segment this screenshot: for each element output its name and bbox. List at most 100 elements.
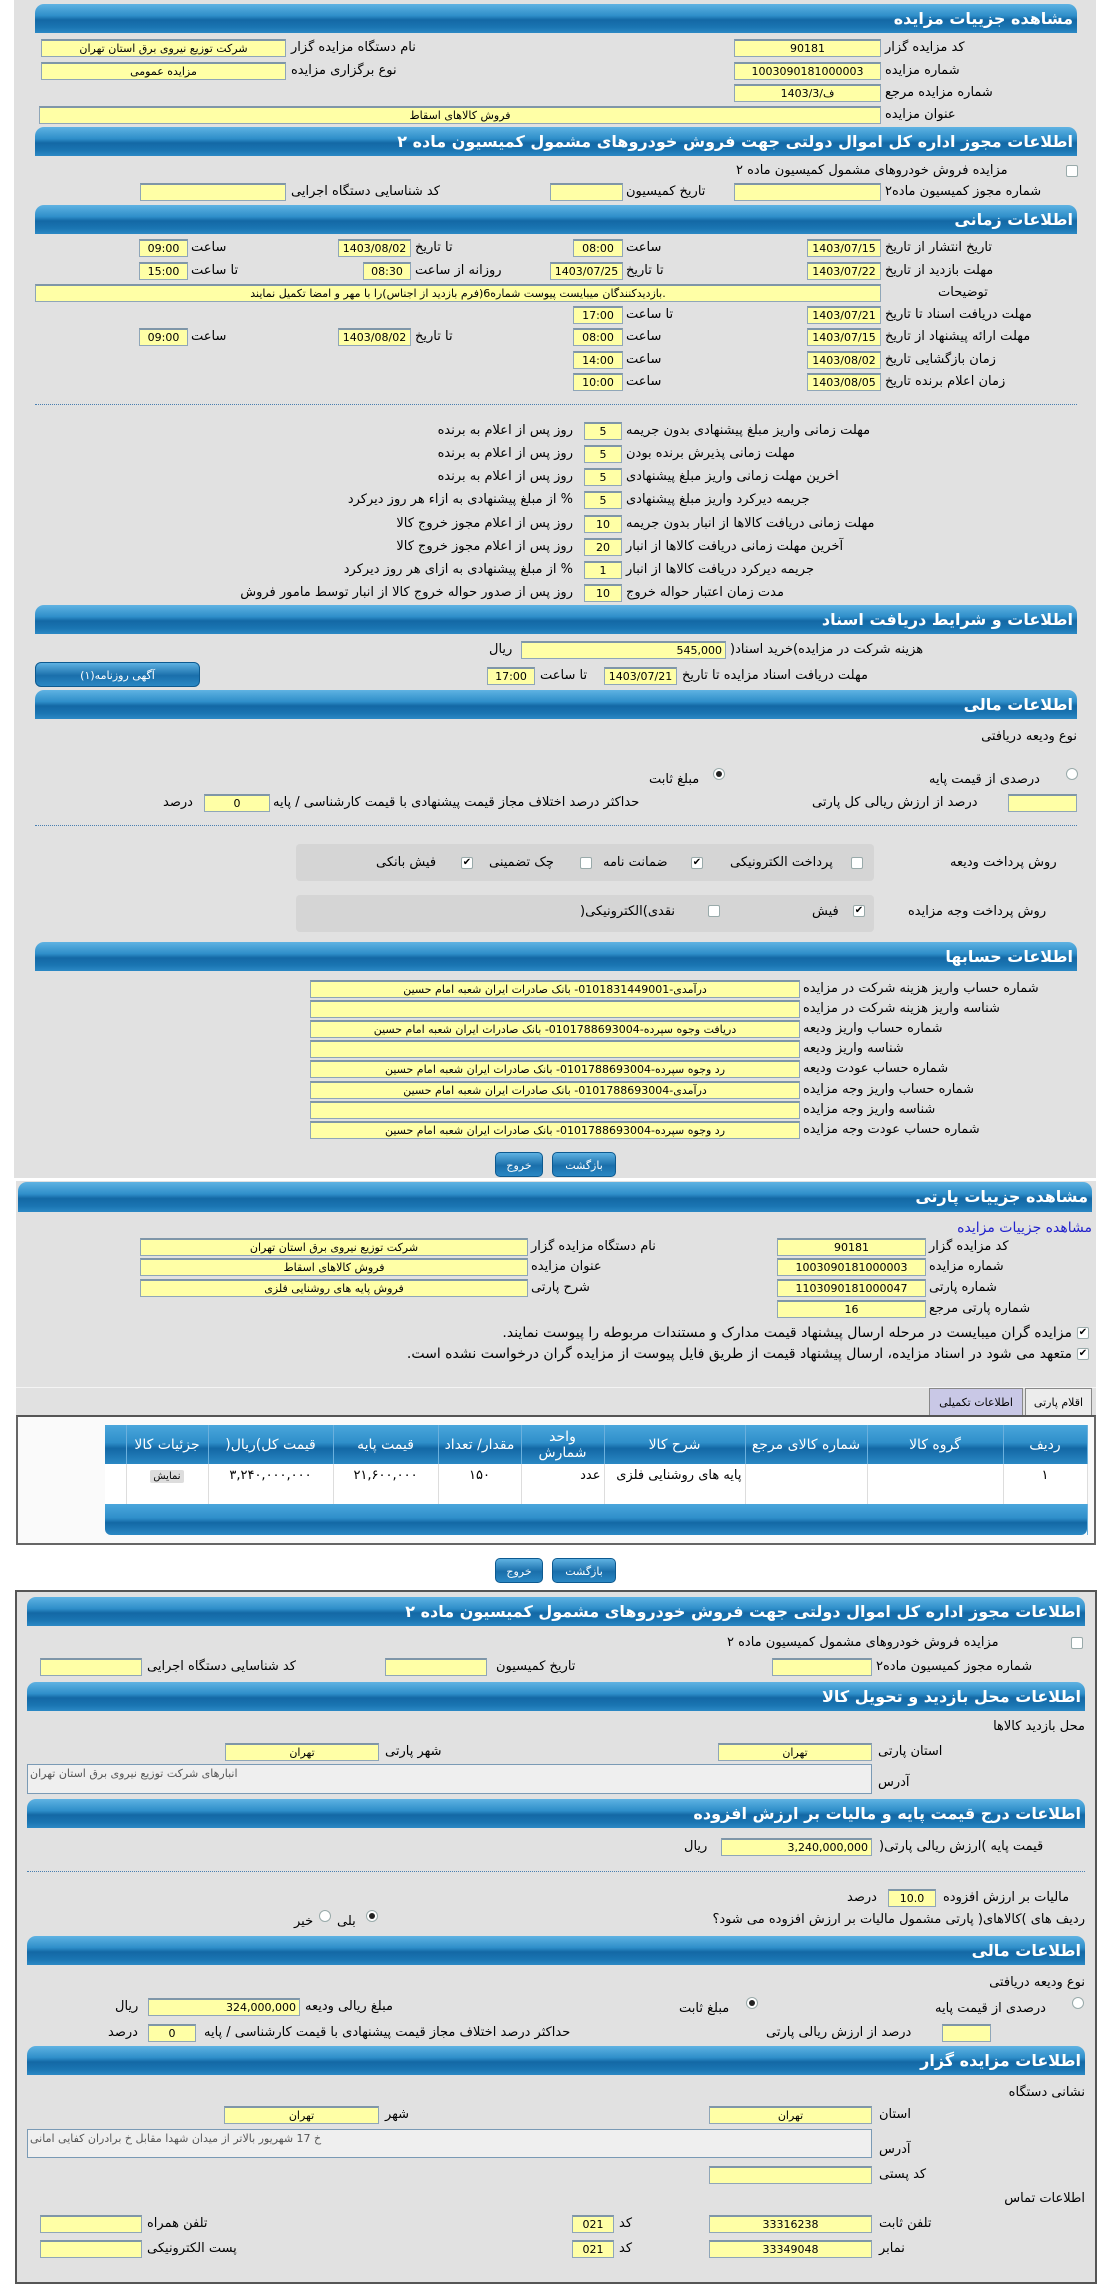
commission2-checkbox-label: مزایده فروش خودروهای مشمول کمیسیون ماده … — [727, 1635, 999, 1650]
party-auction-code: 90181 — [777, 1238, 926, 1256]
col-base: قیمت پایه — [333, 1425, 439, 1464]
docs-time-label: تا ساعت — [626, 307, 674, 322]
deposit-fixed-radio[interactable] — [713, 768, 725, 780]
org-province-field: تهران — [709, 2106, 872, 2124]
auction-details-link[interactable]: مشاهده جزییات مزایده — [957, 1220, 1092, 1236]
organizer-header: اطلاعات مزایده گزار — [27, 2046, 1085, 2075]
party-auction-code-label: کد مزایده گزار — [929, 1239, 1009, 1254]
commission-header: اطلاعات مجوز اداره کل اموال دولتی جهت فر… — [35, 127, 1077, 156]
fax-field: 33349048 — [709, 2240, 872, 2258]
tab-party-items[interactable]: اقلام پارتی — [1025, 1388, 1092, 1415]
divider — [27, 1871, 1085, 1872]
account-field: رد وجوه سپرده-0101788693004- بانک صادرات… — [310, 1060, 800, 1078]
no-file-offer-text: متعهد می شود در اسناد مزایده، ارسال پیشن… — [406, 1346, 1072, 1362]
newspaper-ad-button[interactable]: آگهی روزنامه(۱) — [35, 662, 200, 687]
commission-checkbox[interactable] — [1066, 165, 1078, 177]
attach-docs-text: مزایده گران میبایست در مرحله ارسال پیشنه… — [502, 1325, 1072, 1341]
winner-time-label: ساعت — [626, 374, 662, 389]
tab-extra-info[interactable]: اطلاعات تکمیلی — [929, 1388, 1023, 1415]
show-details-button[interactable]: نمایش — [150, 1470, 184, 1483]
deposit-percent-text: درصد از ارزش ریالی کل پارتی — [812, 795, 978, 810]
vat-question: ردیف های )کالاهای( پارتی مشمول مالیات بر… — [712, 1912, 1085, 1927]
auction-number-label: شماره مزایده — [885, 63, 960, 78]
attach-docs-checkbox[interactable]: ✔ — [1077, 1327, 1089, 1339]
commission-date-label: تاریخ کمیسیون — [626, 184, 706, 199]
payment-method-checkbox[interactable]: ✔ — [853, 905, 865, 917]
vat-no-label: خیر — [294, 1914, 314, 1929]
visit-to: 1403/07/25 — [550, 262, 623, 280]
publish-to-time-label: ساعت — [191, 240, 227, 255]
deposit2-fixed-radio[interactable] — [746, 1997, 758, 2009]
deposit-method-checkbox[interactable] — [580, 857, 592, 869]
docs-deadline-date: 1403/07/21 — [807, 306, 881, 324]
exit-button[interactable]: خروج — [495, 1152, 543, 1177]
deposit-method-checkbox[interactable] — [851, 857, 863, 869]
party-address-field[interactable]: انبارهای شرکت توزیع نیروی برق استان تهرا… — [27, 1764, 872, 1794]
contact-title: اطلاعات تماس — [1004, 2191, 1085, 2206]
postal-label: کد پستی — [879, 2167, 927, 2182]
vat-no-radio[interactable] — [319, 1910, 331, 1922]
commission2-date-field — [385, 1658, 487, 1676]
commission-checkbox-label: مزایده فروش خودروهای مشمول کمیسیون ماده … — [736, 163, 1008, 178]
docs-deadline2-time-label: تا ساعت — [540, 668, 588, 683]
penalty-label: مهلت زمانی واریز مبلغ پیشنهادی بدون جریم… — [626, 423, 871, 438]
table-row: ۱ پایه های روشنایی فلزی عدد ۱۵۰ ۲۱,۶۰۰,۰… — [105, 1464, 1088, 1504]
commission2-checkbox[interactable] — [1071, 1637, 1083, 1649]
back-button[interactable]: بازگشت — [552, 1558, 616, 1583]
visit-to-label: تا تاریخ — [626, 263, 664, 278]
divider — [35, 404, 1077, 405]
phone-label: تلفن ثابت — [879, 2216, 932, 2231]
penalty-value: 5 — [584, 445, 622, 463]
col-unit: واحد شمارش — [521, 1425, 605, 1464]
opening-time-label: ساعت — [626, 352, 662, 367]
auction-header: مشاهده جزییات مزایده — [35, 4, 1077, 33]
email-field — [40, 2240, 142, 2258]
publish-label: تاریخ انتشار از تاریخ — [885, 240, 993, 255]
deposit-method-checkbox[interactable]: ✔ — [461, 857, 473, 869]
penalty-label: جریمه دیرکرد دریافت کالاها از انبار — [626, 562, 814, 577]
publish-time-label: ساعت — [626, 240, 662, 255]
party-desc: فروش پایه های روشنایی فلزی — [140, 1279, 528, 1297]
deposit-amount-label: مبلغ ریالی ودیعه — [305, 1999, 393, 2014]
exec-code-field — [140, 183, 286, 201]
cell-base: ۲۱,۶۰۰,۰۰۰ — [333, 1464, 439, 1504]
party-desc-label: شرح پارتی — [531, 1280, 590, 1295]
commission2-header: اطلاعات مجوز اداره کل اموال دولتی جهت فر… — [27, 1597, 1085, 1626]
deposit2-percent-radio[interactable] — [1072, 1997, 1084, 2009]
visit-from: 1403/07/22 — [807, 262, 881, 280]
penalty-suffix: % از مبلغ پیشنهادی به ازای هر روز دیرکرد — [343, 562, 573, 577]
visit-place-title: محل بازدید کالاها — [993, 1719, 1085, 1734]
fee-currency: ریال — [489, 642, 513, 657]
cell-empty — [105, 1464, 127, 1504]
offer-to: 1403/08/02 — [338, 328, 411, 346]
divider — [35, 825, 1077, 826]
no-file-offer-checkbox[interactable]: ✔ — [1077, 1348, 1089, 1360]
party-address-label: آدرس — [878, 1775, 910, 1790]
exit-button[interactable]: خروج — [495, 1558, 543, 1583]
permit-field — [734, 183, 881, 201]
base-price-field: 3,240,000,000 — [721, 1838, 872, 1856]
party-org-label: نام دستگاه مزایده گزار — [531, 1239, 656, 1254]
account-label: شماره حساب واریز هزینه شرکت در مزایده — [803, 981, 1039, 996]
mobile-field — [40, 2215, 142, 2233]
docs-time: 17:00 — [573, 306, 623, 324]
auction-title-label: عنوان مزایده — [885, 107, 956, 122]
penalty-suffix: % از مبلغ پیشنهادی به ازاء هر روز دیرکرد — [347, 492, 573, 507]
payment-method-checkbox[interactable] — [708, 905, 720, 917]
deposit2-percent-label: درصدی از قیمت پایه — [935, 2001, 1046, 2016]
back-button[interactable]: بازگشت — [552, 1152, 616, 1177]
deposit-percent-field — [1008, 794, 1077, 812]
opening-date: 1403/08/02 — [807, 351, 881, 369]
party-org: شرکت توزیع نیروی برق استان تهران — [140, 1238, 528, 1256]
party-ref: 16 — [777, 1300, 926, 1318]
postal-field — [709, 2166, 872, 2184]
deposit-amount-field: 324,000,000 — [148, 1998, 300, 2016]
penalty-label: جریمه دیرکرد واریز مبلغ پیشنهادی — [626, 492, 810, 507]
penalty-label: مدت زمان اعتبار حواله خروج — [626, 585, 784, 600]
org-address-field[interactable]: خ 17 شهریور بالاتر از میدان شهدا مقابل خ… — [27, 2129, 872, 2158]
deposit-percent-radio[interactable] — [1066, 768, 1078, 780]
permit2-label: شماره مجوز کمیسیون ماده۲ — [876, 1659, 1033, 1674]
account-field — [310, 1000, 800, 1018]
deposit-method-checkbox[interactable]: ✔ — [691, 857, 703, 869]
vat-yes-radio[interactable] — [366, 1910, 378, 1922]
